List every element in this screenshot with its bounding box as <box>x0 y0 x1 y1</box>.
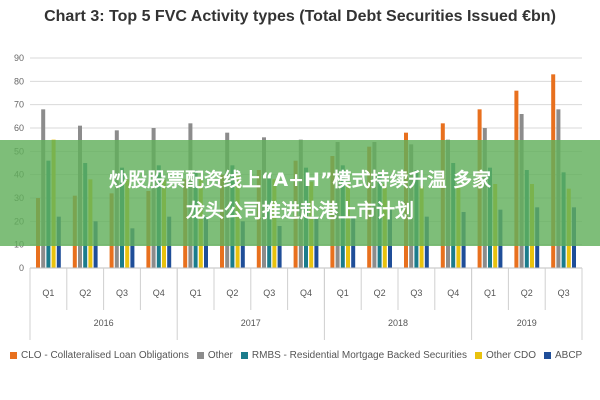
x-tick-label: Q2 <box>226 288 238 298</box>
legend-label: Other CDO <box>485 350 536 361</box>
x-tick-label: Q1 <box>484 288 496 298</box>
year-label: 2016 <box>94 318 114 328</box>
x-tick-label: Q2 <box>521 288 533 298</box>
x-tick-label: Q3 <box>116 288 128 298</box>
x-tick-label: Q3 <box>410 288 422 298</box>
chart-title: Chart 3: Top 5 FVC Activity types (Total… <box>44 8 556 25</box>
headline[interactable]: 炒股股票配资线上“A+H”模式持续升温 多家 龙头公司推进赴港上市计划 <box>0 165 600 227</box>
x-tick-label: Q3 <box>558 288 570 298</box>
y-tick-label: 70 <box>14 100 24 110</box>
x-tick-label: Q3 <box>263 288 275 298</box>
y-tick-label: 0 <box>19 263 24 273</box>
legend-label: ABCP <box>555 350 583 361</box>
legend-swatch <box>474 352 482 359</box>
x-tick-label: Q1 <box>42 288 54 298</box>
year-label: 2019 <box>517 318 537 328</box>
legend-label: RMBS - Residential Mortgage Backed Secur… <box>251 350 467 361</box>
legend-swatch <box>240 352 248 359</box>
legend-item: CLO - Collateralised Loan Obligations <box>10 350 189 361</box>
year-label: 2018 <box>388 318 408 328</box>
legend-item: ABCP <box>544 350 582 361</box>
legend-swatch <box>10 352 17 359</box>
y-tick-label: 80 <box>14 76 24 86</box>
legend-swatch <box>544 352 551 359</box>
legend-label: Other <box>207 350 233 361</box>
legend-item: Other <box>196 350 233 361</box>
headline-line-2: 龙头公司推进赴港上市计划 <box>185 200 414 222</box>
bar <box>277 226 282 268</box>
y-tick-label: 90 <box>14 53 24 63</box>
legend-item: RMBS - Residential Mortgage Backed Secur… <box>240 350 467 361</box>
headline-banner <box>0 140 600 246</box>
x-tick-label: Q2 <box>79 288 91 298</box>
chart-legend: CLO - Collateralised Loan Obligations Oth… <box>10 350 600 361</box>
headline-line-1: 炒股股票配资线上“A+H”模式持续升温 多家 <box>108 169 492 191</box>
x-tick-label: Q1 <box>337 288 349 298</box>
legend-swatch <box>196 352 204 359</box>
bar <box>130 228 135 268</box>
legend-label: CLO - Collateralised Loan Obligations <box>21 350 189 361</box>
x-tick-label: Q4 <box>300 288 312 298</box>
x-tick-label: Q1 <box>190 288 202 298</box>
x-tick-label: Q4 <box>447 288 459 298</box>
x-tick-label: Q4 <box>153 288 165 298</box>
x-tick-label: Q2 <box>374 288 386 298</box>
year-label: 2017 <box>241 318 261 328</box>
y-tick-label: 60 <box>14 123 24 133</box>
legend-item: Other CDO <box>474 350 536 361</box>
